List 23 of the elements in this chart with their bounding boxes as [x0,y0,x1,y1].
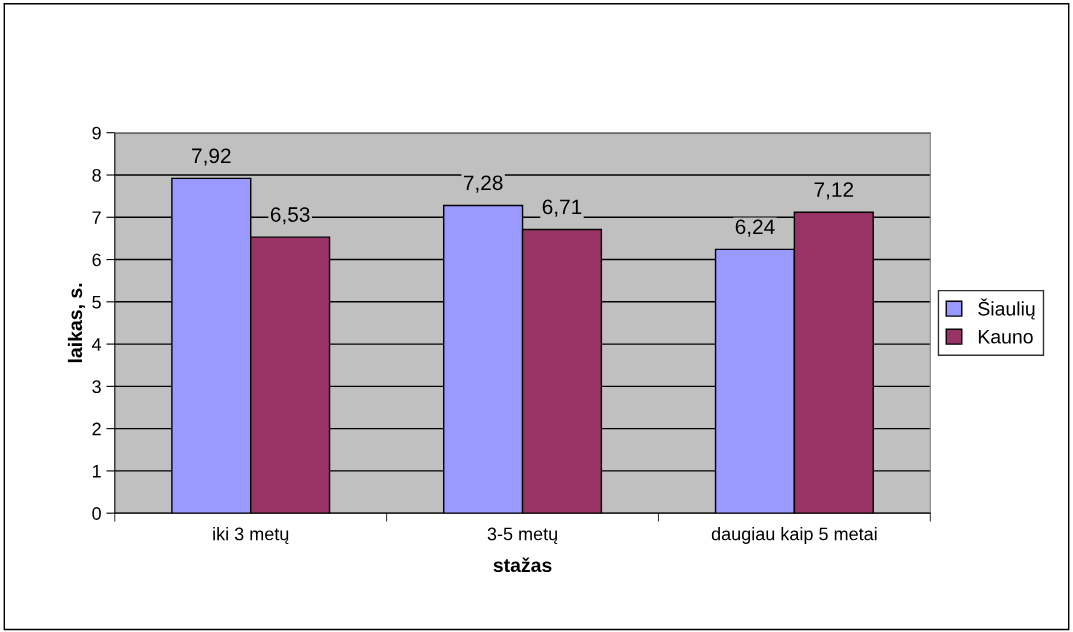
data-label: 7,28 [463,175,503,193]
y-tick-label: 2 [92,422,101,436]
y-tick-label: 6 [92,253,101,267]
y-tick-label: 8 [92,168,101,182]
legend-label: Kauno [978,330,1033,344]
data-label: 7,12 [814,182,854,200]
y-tick-label: 9 [92,126,101,140]
y-axis-title: laikas, s. [67,283,85,363]
y-tick-label: 3 [92,380,101,394]
data-label: 6,24 [735,219,775,237]
data-label: 6,71 [542,199,582,217]
x-tick-label: iki 3 metų [213,527,289,544]
y-tick-label: 7 [92,211,101,224]
legend-label: Šiaulių [978,298,1035,320]
y-tick-label: 5 [92,295,101,309]
data-label: 6,53 [270,207,310,225]
data-label: 7,92 [192,148,231,166]
x-tick-label: daugiau kaip 5 metai [711,527,877,544]
x-tick-label: 3-5 metų [487,527,558,544]
x-axis-title: stažas [493,557,552,573]
y-tick-label: 4 [91,338,102,351]
y-tick-label: 1 [92,465,101,478]
y-tick-label: 0 [92,507,101,520]
